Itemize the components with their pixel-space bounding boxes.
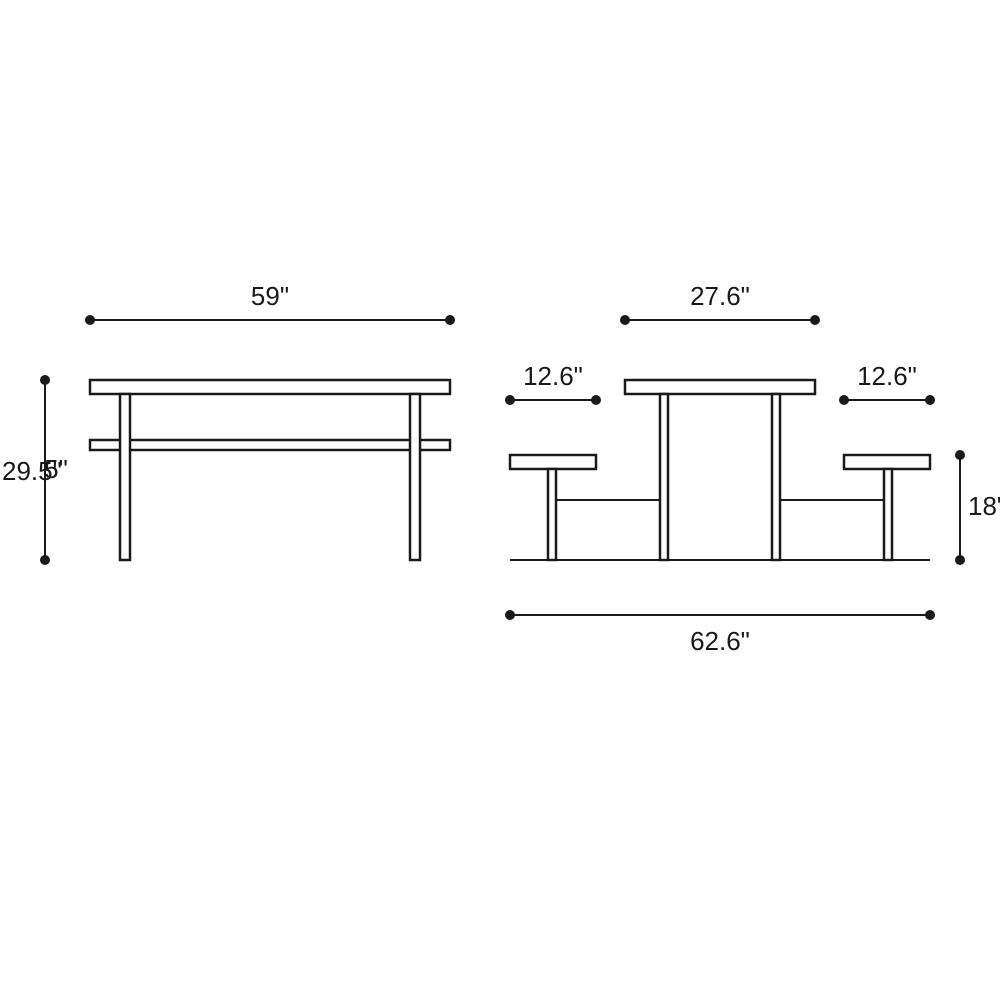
label-seat-left: 12.6"	[523, 361, 583, 391]
dim-seat-height: 18"	[955, 450, 1000, 565]
label-seat-height: 18"	[968, 491, 1000, 521]
dim-table-top: 27.6"	[620, 281, 820, 325]
front-view	[90, 380, 450, 560]
label-overall-width: 62.6"	[690, 626, 750, 656]
dimension-diagram: 59" 29.5" 29.5" 29.5"	[0, 0, 1000, 1000]
label-front-width: 59"	[251, 281, 289, 311]
side-view	[510, 380, 930, 560]
dim-seat-left: 12.6"	[505, 361, 601, 405]
dim-seat-right: 12.6"	[839, 361, 935, 405]
label-seat-right: 12.6"	[857, 361, 917, 391]
label-height-main: 29.5"	[2, 456, 62, 486]
dim-front-width: 59"	[85, 281, 455, 325]
label-table-top: 27.6"	[690, 281, 750, 311]
dim-overall-width: 62.6"	[505, 610, 935, 656]
